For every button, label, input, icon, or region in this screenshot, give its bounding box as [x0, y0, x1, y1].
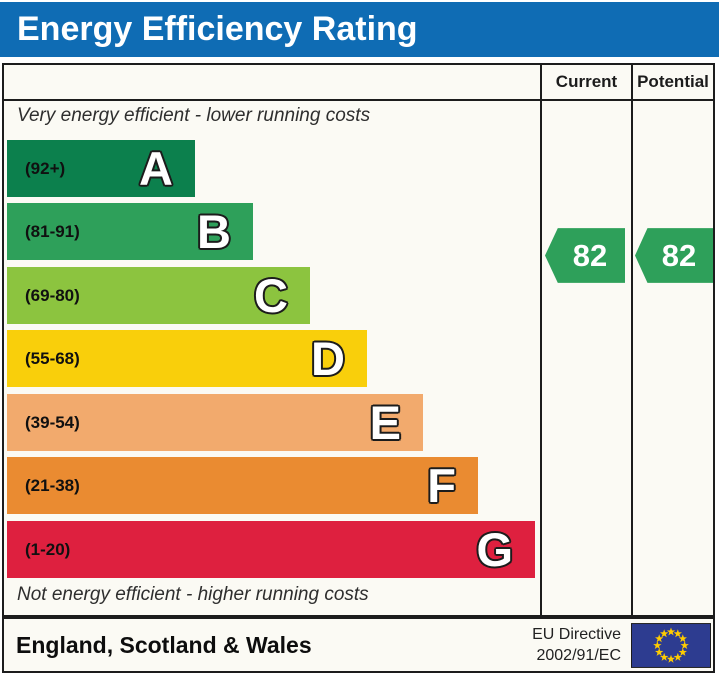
- rating-chart: Current Potential Very energy efficient …: [2, 63, 715, 617]
- band-e: (39-54) E: [7, 394, 423, 451]
- region-label: England, Scotland & Wales: [16, 631, 312, 658]
- column-divider-potential: [631, 65, 633, 615]
- header-divider: [4, 99, 713, 101]
- caption-very-efficient: Very energy efficient - lower running co…: [17, 105, 371, 126]
- band-b-letter: B: [196, 205, 232, 258]
- band-d-range: (55-68): [25, 348, 80, 368]
- band-b-range: (81-91): [25, 221, 80, 241]
- band-b: (81-91) B: [7, 203, 253, 260]
- band-g-range: (1-20): [25, 539, 71, 559]
- eu-directive-line1: EU Directive: [532, 626, 621, 643]
- band-c-letter: C: [253, 269, 289, 322]
- band-a-range: (92+): [25, 158, 66, 178]
- band-e-letter: E: [369, 396, 403, 449]
- band-d-letter: D: [310, 332, 346, 385]
- band-f-range: (21-38): [25, 475, 80, 495]
- footer-bar: England, Scotland & Wales EU Directive 2…: [2, 617, 715, 673]
- eu-flag-icon: [631, 622, 711, 668]
- band-a-letter: A: [138, 142, 174, 195]
- column-header-current: Current: [555, 72, 618, 91]
- eu-directive-label: EU Directive 2002/91/EC: [532, 624, 621, 666]
- eu-directive-line2: 2002/91/EC: [536, 647, 621, 664]
- band-f: (21-38) F: [7, 457, 478, 514]
- band-c-range: (69-80): [25, 285, 80, 305]
- band-d: (55-68) D: [7, 330, 367, 387]
- band-g: (1-20) G: [7, 521, 535, 578]
- column-header-potential: Potential: [637, 72, 709, 91]
- potential-rating-value: 82: [661, 237, 697, 273]
- band-f-letter: F: [426, 459, 457, 512]
- current-rating-arrow: 82: [545, 228, 625, 283]
- band-e-range: (39-54): [25, 412, 80, 432]
- column-divider-current: [540, 65, 542, 615]
- band-a: (92+) A: [7, 140, 195, 197]
- current-rating-value: 82: [572, 237, 608, 273]
- page-title: Energy Efficiency Rating: [0, 2, 719, 57]
- band-c: (69-80) C: [7, 267, 310, 324]
- potential-rating-arrow: 82: [635, 228, 713, 283]
- band-g-letter: G: [475, 523, 514, 576]
- caption-not-efficient: Not energy efficient - higher running co…: [17, 584, 369, 605]
